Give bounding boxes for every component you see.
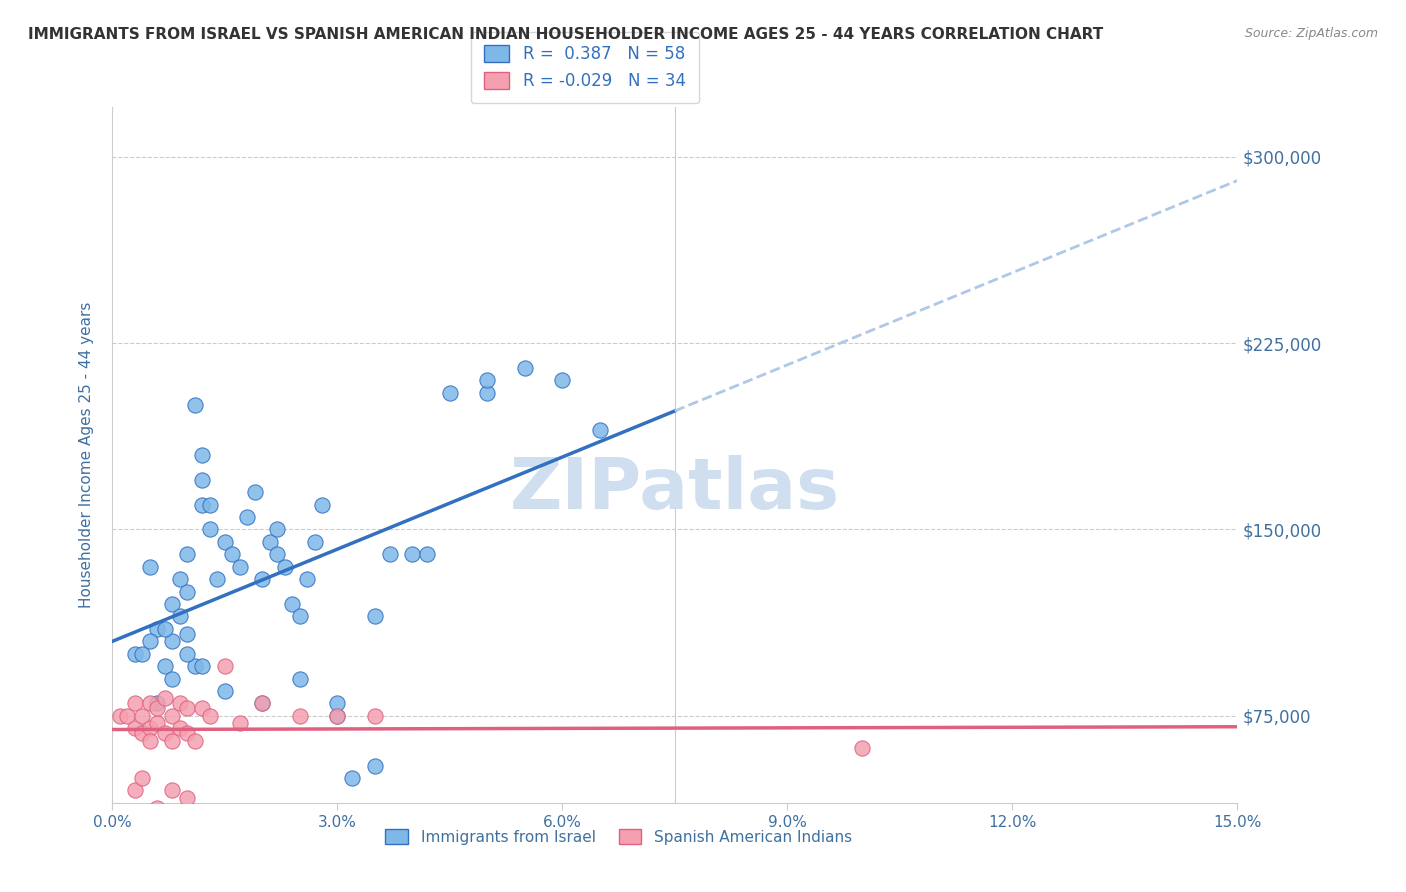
Point: [221, 547, 243, 561]
Point: [191, 473, 214, 487]
Point: [364, 758, 387, 772]
Point: [176, 726, 198, 740]
Text: ZIPatlas: ZIPatlas: [510, 455, 839, 524]
Point: [176, 547, 198, 561]
Point: [124, 783, 146, 797]
Legend: Immigrants from Israel, Spanish American Indians: Immigrants from Israel, Spanish American…: [380, 822, 858, 851]
Point: [131, 647, 153, 661]
Point: [229, 716, 252, 731]
Point: [342, 771, 364, 785]
Point: [191, 498, 214, 512]
Point: [176, 790, 198, 805]
Point: [297, 572, 319, 586]
Point: [139, 559, 162, 574]
Point: [162, 634, 184, 648]
Point: [153, 691, 176, 706]
Point: [184, 659, 207, 673]
Point: [851, 741, 873, 756]
Point: [274, 559, 297, 574]
Point: [288, 609, 311, 624]
Point: [153, 659, 176, 673]
Point: [108, 708, 131, 723]
Point: [162, 672, 184, 686]
Point: [364, 609, 387, 624]
Point: [191, 448, 214, 462]
Point: [169, 697, 191, 711]
Point: [139, 697, 162, 711]
Point: [252, 697, 274, 711]
Text: IMMIGRANTS FROM ISRAEL VS SPANISH AMERICAN INDIAN HOUSEHOLDER INCOME AGES 25 - 4: IMMIGRANTS FROM ISRAEL VS SPANISH AMERIC…: [28, 27, 1104, 42]
Point: [288, 708, 311, 723]
Point: [176, 627, 198, 641]
Point: [162, 708, 184, 723]
Point: [551, 373, 574, 387]
Point: [326, 697, 349, 711]
Point: [131, 708, 153, 723]
Point: [124, 721, 146, 735]
Point: [243, 485, 266, 500]
Point: [124, 647, 146, 661]
Point: [477, 373, 499, 387]
Point: [124, 697, 146, 711]
Point: [184, 398, 207, 412]
Point: [169, 609, 191, 624]
Point: [326, 708, 349, 723]
Point: [169, 572, 191, 586]
Point: [139, 733, 162, 747]
Point: [146, 622, 169, 636]
Point: [198, 523, 221, 537]
Point: [198, 708, 221, 723]
Point: [416, 547, 439, 561]
Point: [281, 597, 304, 611]
Point: [131, 726, 153, 740]
Point: [214, 659, 236, 673]
Point: [191, 701, 214, 715]
Point: [153, 726, 176, 740]
Point: [401, 547, 423, 561]
Point: [117, 708, 139, 723]
Point: [229, 559, 252, 574]
Point: [162, 597, 184, 611]
Point: [326, 708, 349, 723]
Point: [311, 498, 333, 512]
Point: [252, 697, 274, 711]
Point: [439, 385, 461, 400]
Point: [139, 721, 162, 735]
Point: [191, 659, 214, 673]
Point: [162, 733, 184, 747]
Point: [146, 716, 169, 731]
Point: [477, 385, 499, 400]
Text: Source: ZipAtlas.com: Source: ZipAtlas.com: [1244, 27, 1378, 40]
Point: [304, 534, 326, 549]
Point: [214, 534, 236, 549]
Point: [176, 584, 198, 599]
Point: [378, 547, 401, 561]
Point: [169, 721, 191, 735]
Y-axis label: Householder Income Ages 25 - 44 years: Householder Income Ages 25 - 44 years: [79, 301, 94, 608]
Point: [259, 534, 281, 549]
Point: [139, 634, 162, 648]
Point: [198, 498, 221, 512]
Point: [252, 572, 274, 586]
Point: [589, 423, 612, 437]
Point: [266, 523, 288, 537]
Point: [184, 733, 207, 747]
Point: [131, 771, 153, 785]
Point: [146, 801, 169, 815]
Point: [153, 622, 176, 636]
Point: [266, 547, 288, 561]
Point: [513, 361, 536, 376]
Point: [146, 701, 169, 715]
Point: [146, 697, 169, 711]
Point: [162, 783, 184, 797]
Point: [288, 672, 311, 686]
Point: [176, 647, 198, 661]
Point: [207, 572, 229, 586]
Point: [364, 708, 387, 723]
Point: [214, 684, 236, 698]
Point: [176, 701, 198, 715]
Point: [236, 510, 259, 524]
